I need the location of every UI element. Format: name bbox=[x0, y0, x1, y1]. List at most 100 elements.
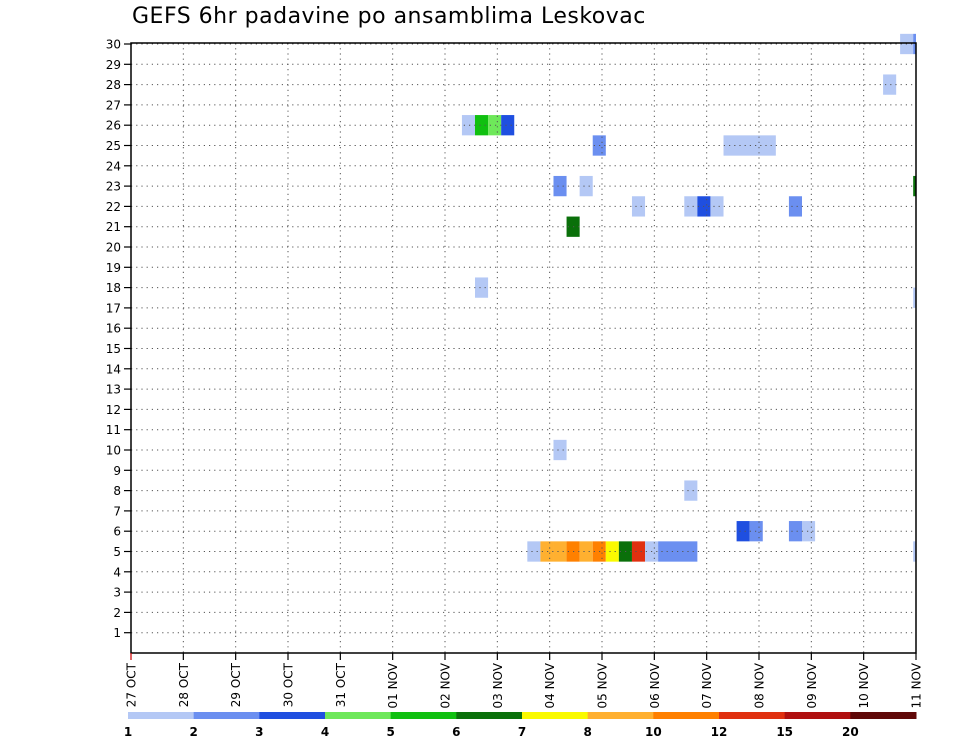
plot-frame bbox=[130, 42, 917, 654]
x-tick-label: 05 NOV bbox=[596, 662, 610, 708]
y-tick-label: 30 bbox=[106, 38, 121, 52]
y-tick-label: 25 bbox=[106, 139, 121, 153]
precip-cells bbox=[461, 33, 916, 562]
precip-cell bbox=[788, 196, 803, 217]
y-tick-label: 2 bbox=[113, 606, 121, 620]
colorbar-segment bbox=[325, 712, 392, 719]
y-tick-label: 24 bbox=[106, 159, 121, 173]
precip-cell bbox=[736, 521, 750, 542]
y-tick-label: 27 bbox=[106, 98, 121, 112]
x-tick-label: 02 NOV bbox=[439, 662, 453, 708]
y-tick-label: 23 bbox=[106, 180, 121, 194]
x-axis: 27 OCT 28 OCT 29 OCT 30 OCT 31 OCT 01 NOV 02 N… bbox=[125, 653, 924, 709]
precip-cell bbox=[802, 521, 816, 542]
y-tick-label: 15 bbox=[106, 342, 121, 356]
precip-cell bbox=[749, 521, 763, 542]
y-tick-label: 21 bbox=[106, 220, 121, 234]
y-tick-label: 6 bbox=[113, 525, 121, 539]
x-tick-label: 08 NOV bbox=[753, 662, 767, 708]
x-tick-label: 09 NOV bbox=[805, 662, 819, 708]
colorbar-segment bbox=[390, 712, 457, 719]
colorbar-label: 7 bbox=[518, 725, 526, 739]
precip-cell bbox=[710, 196, 724, 217]
colorbar-label: 12 bbox=[711, 725, 728, 739]
precip-cell bbox=[684, 196, 698, 217]
colorbar-segment bbox=[784, 712, 851, 719]
precip-cell bbox=[788, 521, 803, 542]
colorbar-segment bbox=[259, 712, 326, 719]
precip-cell bbox=[684, 480, 698, 501]
colorbar-segment bbox=[850, 712, 917, 719]
precip-cell bbox=[553, 541, 567, 562]
x-tick-label: 27 OCT bbox=[125, 662, 139, 707]
x-tick-label: 11 NOV bbox=[910, 662, 924, 708]
y-tick-label: 18 bbox=[106, 281, 121, 295]
y-tick-label: 16 bbox=[106, 322, 121, 336]
y-tick-label: 29 bbox=[106, 58, 121, 72]
y-axis: 1234567891011121314151617181920212223242… bbox=[106, 38, 131, 640]
precip-cell bbox=[913, 287, 916, 308]
y-tick-label: 17 bbox=[106, 301, 121, 315]
x-tick-label: 29 OCT bbox=[229, 662, 243, 707]
precip-cell bbox=[527, 541, 541, 562]
y-tick-label: 9 bbox=[113, 464, 121, 478]
colorbar-label: 10 bbox=[645, 725, 662, 739]
x-tick-label: 01 NOV bbox=[386, 662, 400, 708]
y-tick-label: 13 bbox=[106, 383, 121, 397]
y-tick-label: 20 bbox=[106, 241, 121, 255]
precip-cell bbox=[913, 175, 916, 197]
y-tick-label: 28 bbox=[106, 78, 121, 92]
precip-cell bbox=[488, 115, 502, 136]
x-tick-label: 03 NOV bbox=[491, 662, 505, 708]
x-tick-label: 06 NOV bbox=[648, 662, 662, 708]
colorbar-label: 6 bbox=[452, 725, 460, 739]
precip-cell bbox=[631, 196, 646, 217]
y-tick-label: 19 bbox=[106, 261, 121, 275]
precip-cell bbox=[723, 135, 776, 156]
colorbar-label: 20 bbox=[842, 725, 859, 739]
precip-cell bbox=[475, 277, 489, 298]
colorbar-label: 5 bbox=[386, 725, 394, 739]
grid-lines bbox=[131, 43, 916, 653]
colorbar-segment bbox=[653, 712, 720, 719]
colorbar-label: 15 bbox=[776, 725, 793, 739]
y-tick-label: 8 bbox=[113, 484, 121, 498]
x-tick-label: 04 NOV bbox=[543, 662, 557, 708]
y-tick-label: 14 bbox=[106, 362, 121, 376]
y-tick-label: 5 bbox=[113, 545, 121, 559]
precip-cell bbox=[913, 33, 916, 55]
colorbar-label: 4 bbox=[321, 725, 329, 739]
x-tick-label: 30 OCT bbox=[282, 662, 296, 707]
y-tick-label: 3 bbox=[113, 586, 121, 600]
y-tick-label: 1 bbox=[113, 626, 121, 640]
y-tick-label: 4 bbox=[113, 565, 121, 579]
x-tick-label: 07 NOV bbox=[700, 662, 714, 708]
precip-cell bbox=[579, 175, 593, 197]
precip-cell bbox=[631, 541, 646, 562]
precip-cell bbox=[913, 541, 916, 562]
y-tick-label: 10 bbox=[106, 444, 121, 458]
precip-cell bbox=[883, 74, 897, 95]
colorbar-segment bbox=[456, 712, 523, 719]
colorbar-segment bbox=[128, 712, 195, 719]
y-tick-label: 26 bbox=[106, 119, 121, 133]
precip-cell bbox=[501, 115, 515, 136]
colorbar-segment bbox=[522, 712, 589, 719]
x-tick-label: 31 OCT bbox=[334, 662, 348, 707]
precip-cell bbox=[605, 541, 619, 562]
y-tick-label: 12 bbox=[106, 403, 121, 417]
colorbar-segment bbox=[587, 712, 654, 719]
colorbar-label: 2 bbox=[189, 725, 197, 739]
precip-cell bbox=[553, 439, 567, 461]
precip-cell bbox=[540, 541, 554, 562]
colorbar-segment bbox=[719, 712, 786, 719]
precip-cell bbox=[461, 115, 476, 136]
x-tick-label: 10 NOV bbox=[857, 662, 871, 708]
y-tick-label: 22 bbox=[106, 200, 121, 214]
y-tick-label: 11 bbox=[106, 423, 121, 437]
colorbar-segment bbox=[193, 712, 260, 719]
precip-cell bbox=[579, 541, 593, 562]
colorbar-label: 1 bbox=[124, 725, 132, 739]
colorbar: 1 2 3 4 5 6 7 8 10 12 15 20 bbox=[124, 712, 917, 739]
